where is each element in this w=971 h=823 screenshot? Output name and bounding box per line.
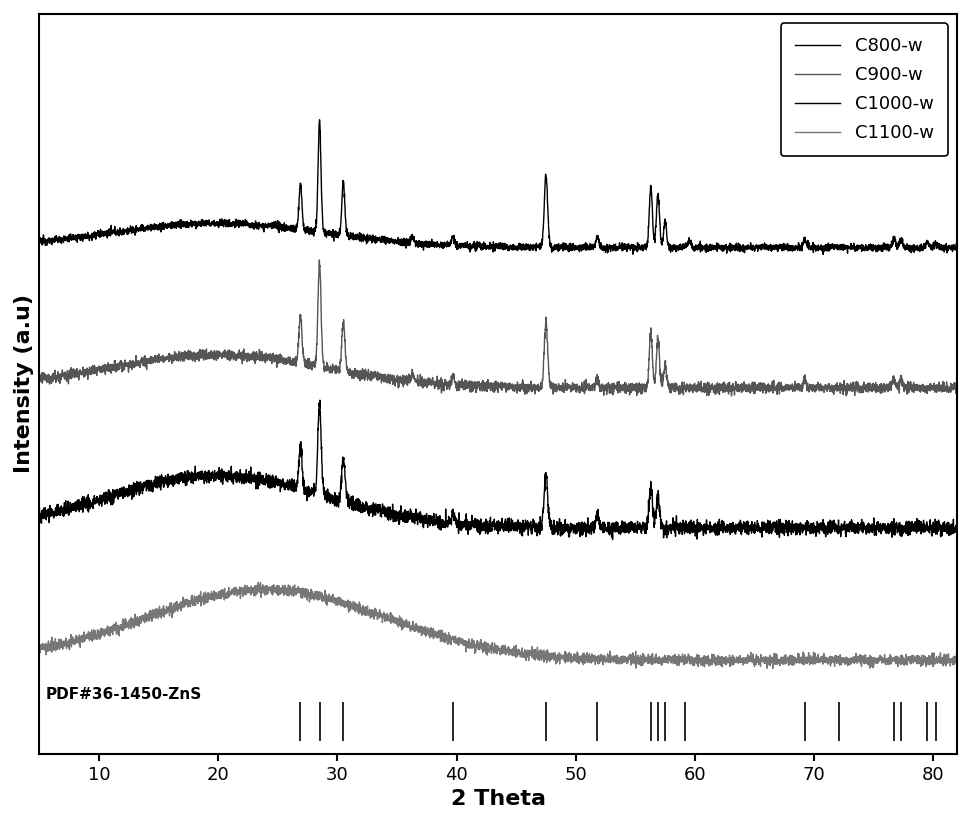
C900-w <box>719 379 730 388</box>
C1000-w <box>952 529 963 539</box>
C900-w <box>200 346 212 356</box>
C1000-w <box>385 509 396 518</box>
Legend: C800-w, C900-w, C1000-w, C1100-w: C800-w, C900-w, C1000-w, C1100-w <box>781 23 948 156</box>
C800-w <box>585 239 596 249</box>
C1100-w <box>34 640 46 650</box>
Y-axis label: Intensity (a.u): Intensity (a.u) <box>14 295 34 473</box>
C800-w <box>34 237 46 247</box>
C800-w <box>630 243 642 253</box>
C1100-w <box>719 653 730 663</box>
C800-w <box>385 235 396 245</box>
C900-w <box>34 374 46 384</box>
C1100-w <box>952 648 963 658</box>
C1000-w <box>200 477 212 486</box>
Line: C1000-w: C1000-w <box>40 400 957 540</box>
C1000-w <box>788 521 800 531</box>
C1000-w <box>585 524 596 534</box>
C900-w <box>585 381 596 391</box>
C900-w <box>630 384 642 393</box>
C800-w <box>818 249 829 259</box>
C1100-w <box>200 594 212 604</box>
C900-w <box>725 391 737 401</box>
Line: C800-w: C800-w <box>40 120 957 254</box>
Line: C1100-w: C1100-w <box>40 583 957 668</box>
C800-w <box>200 221 212 231</box>
C800-w <box>719 244 730 254</box>
C800-w <box>952 247 963 257</box>
C1100-w <box>767 663 779 673</box>
C1100-w <box>385 609 396 619</box>
C1000-w <box>607 535 619 545</box>
C1100-w <box>630 653 642 663</box>
Text: PDF#36-1450-ZnS: PDF#36-1450-ZnS <box>46 686 202 702</box>
C1000-w <box>314 395 325 405</box>
C800-w <box>314 115 325 125</box>
C1000-w <box>34 504 46 514</box>
C900-w <box>952 381 963 391</box>
C900-w <box>314 255 325 265</box>
C1000-w <box>719 525 730 535</box>
C1100-w <box>585 654 596 664</box>
C1100-w <box>254 578 266 588</box>
Line: C900-w: C900-w <box>40 260 957 396</box>
X-axis label: 2 Theta: 2 Theta <box>451 789 546 809</box>
C900-w <box>385 375 396 385</box>
C900-w <box>788 382 800 392</box>
C800-w <box>788 244 800 254</box>
C1000-w <box>631 523 643 533</box>
C1100-w <box>788 660 800 670</box>
